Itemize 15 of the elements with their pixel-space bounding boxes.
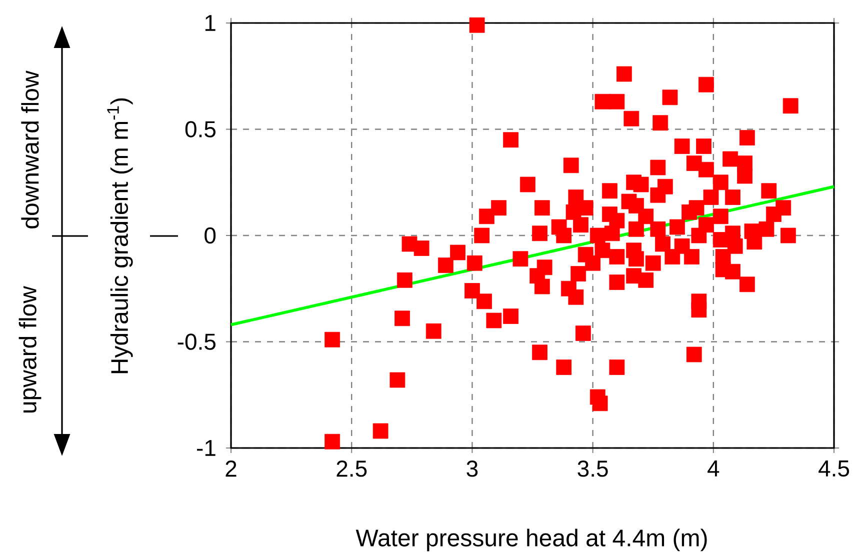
x-tick-label: 3.5 xyxy=(578,460,608,477)
x-axis-title: Water pressure head at 4.4m (m) xyxy=(356,528,707,552)
y-tick-label: 0 xyxy=(204,227,216,244)
x-tick-label: 2.5 xyxy=(336,460,367,477)
x-tick-label: 2 xyxy=(226,460,236,477)
y-tick-label: 1 xyxy=(205,15,216,31)
x-tick-label: 4 xyxy=(708,460,720,476)
y-axis-title: Hydraulic gradient (m m$^{-1}$) xyxy=(107,98,133,374)
y-tick-label: 0.5 xyxy=(185,121,216,138)
y-tick-label: -0.5 xyxy=(178,334,216,350)
x-tick-label: 3 xyxy=(466,460,478,477)
text: upward flow xyxy=(18,286,42,412)
x-tick-label: 4.5 xyxy=(818,460,850,477)
y-tick-label: -1 xyxy=(197,440,216,456)
text: downward flow xyxy=(21,70,39,228)
